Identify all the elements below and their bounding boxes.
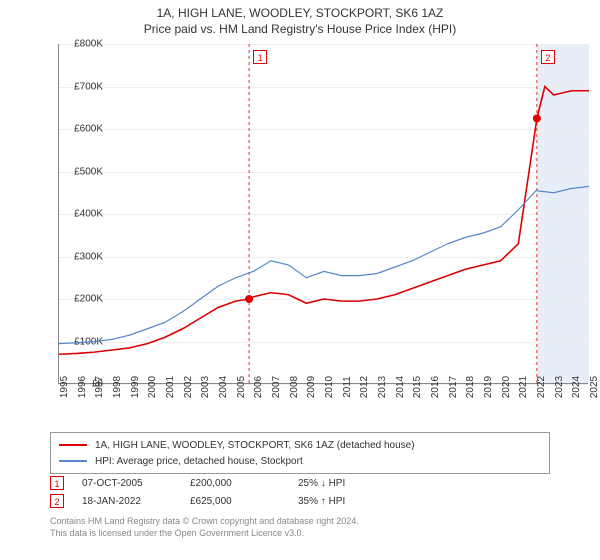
- event-row: 2 18-JAN-2022 £625,000 35% ↑ HPI: [50, 492, 550, 510]
- event-price: £200,000: [190, 478, 280, 489]
- event-date: 18-JAN-2022: [82, 496, 172, 507]
- legend-label: 1A, HIGH LANE, WOODLEY, STOCKPORT, SK6 1…: [95, 440, 415, 451]
- event-date: 07-OCT-2005: [82, 478, 172, 489]
- legend-swatch: [59, 460, 87, 462]
- chart-container: 1A, HIGH LANE, WOODLEY, STOCKPORT, SK6 1…: [0, 0, 600, 560]
- legend-label: HPI: Average price, detached house, Stoc…: [95, 456, 303, 467]
- event-delta: 35% ↑ HPI: [298, 496, 388, 507]
- titles: 1A, HIGH LANE, WOODLEY, STOCKPORT, SK6 1…: [0, 0, 600, 36]
- event-table: 1 07-OCT-2005 £200,000 25% ↓ HPI 2 18-JAN-202…: [50, 474, 550, 510]
- legend: 1A, HIGH LANE, WOODLEY, STOCKPORT, SK6 1…: [50, 432, 550, 474]
- event-marker-box: 2: [541, 50, 555, 64]
- event-row: 1 07-OCT-2005 £200,000 25% ↓ HPI: [50, 474, 550, 492]
- series-property: [59, 87, 589, 355]
- event-marker-box: 1: [253, 50, 267, 64]
- title-address: 1A, HIGH LANE, WOODLEY, STOCKPORT, SK6 1…: [0, 6, 600, 20]
- legend-swatch: [59, 444, 87, 446]
- event-delta: 25% ↓ HPI: [298, 478, 388, 489]
- footer-line2: This data is licensed under the Open Gov…: [50, 528, 550, 540]
- legend-row: 1A, HIGH LANE, WOODLEY, STOCKPORT, SK6 1…: [59, 437, 541, 453]
- plot-area: £0£100K£200K£300K£400K£500K£600K£700K£80…: [58, 44, 588, 384]
- event-price: £625,000: [190, 496, 280, 507]
- event-number: 1: [50, 476, 64, 490]
- footer: Contains HM Land Registry data © Crown c…: [50, 516, 550, 539]
- x-tick-label: 2025: [589, 376, 600, 398]
- title-sub: Price paid vs. HM Land Registry's House …: [0, 22, 600, 36]
- event-number: 2: [50, 494, 64, 508]
- series-hpi: [59, 186, 589, 343]
- legend-row: HPI: Average price, detached house, Stoc…: [59, 453, 541, 469]
- series-svg: [59, 44, 589, 384]
- chart: £0£100K£200K£300K£400K£500K£600K£700K£80…: [8, 44, 592, 404]
- footer-line1: Contains HM Land Registry data © Crown c…: [50, 516, 550, 528]
